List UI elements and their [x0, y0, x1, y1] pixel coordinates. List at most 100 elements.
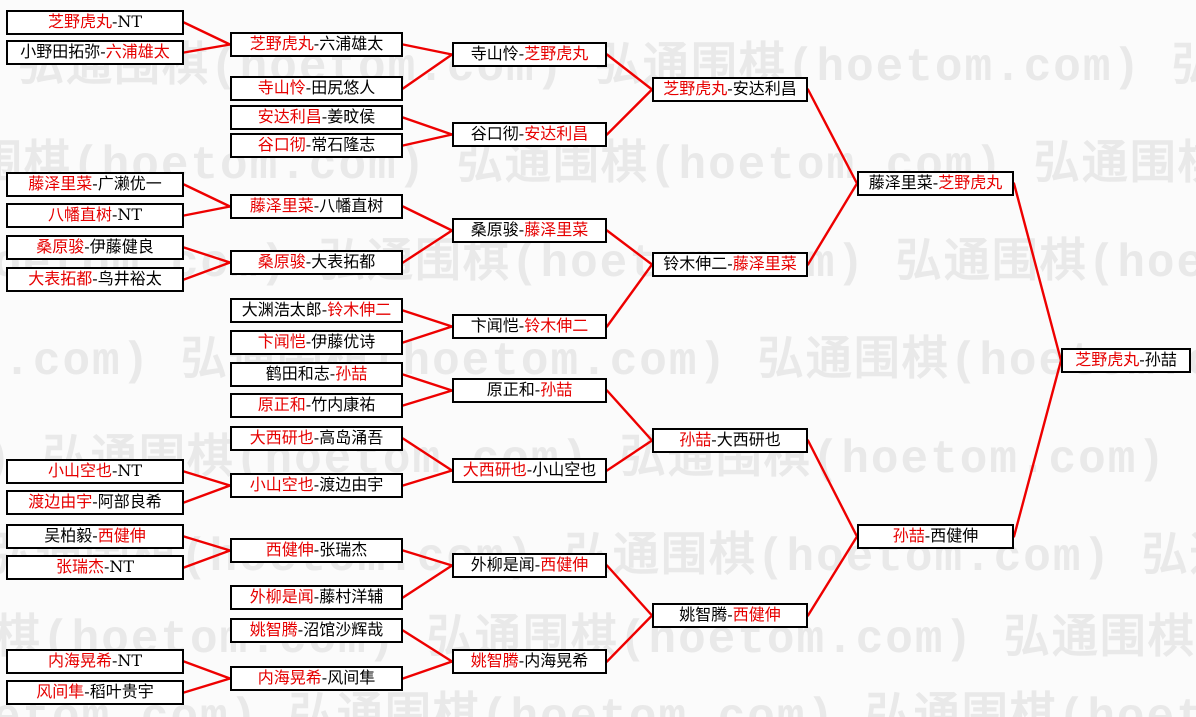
player-name: 阿部良希 — [97, 492, 162, 511]
connector-line — [182, 246, 232, 264]
player-name: 谷口彻 — [257, 135, 306, 154]
player-name: 寺山怜 — [470, 44, 519, 63]
connector-line — [401, 205, 454, 232]
watermark-text: 弘通围棋(hoetom.com) 弘通围棋(hoetom.com) 弘通围棋(h… — [0, 678, 1196, 717]
separator: - — [111, 12, 118, 31]
separator: - — [305, 332, 312, 351]
connector-line — [182, 183, 232, 208]
match-box: 卞闻恺-铃木伸二 — [452, 314, 607, 339]
player-name: 内海晃希 — [524, 651, 589, 670]
player-name: 风间隼 — [36, 682, 85, 701]
player-name: 小山空也 — [47, 461, 112, 480]
match-box: 小野田拓弥-六浦雄太 — [6, 40, 184, 65]
player-name: 铃木伸二 — [524, 316, 589, 335]
player-name: 孙喆 — [679, 430, 712, 449]
separator: - — [92, 526, 98, 545]
player-name: 寺山怜 — [257, 78, 306, 97]
match-box: 寺山怜-田尻悠人 — [230, 76, 403, 101]
player-name: 孙喆 — [540, 380, 573, 399]
connector-line — [401, 389, 454, 407]
player-name: NT — [117, 205, 143, 224]
match-box: 张瑞杰-NT — [6, 555, 184, 580]
player-name: 伊藤健良 — [89, 237, 154, 256]
match-box: 铃木伸二-藤泽里菜 — [652, 252, 808, 277]
separator: - — [92, 269, 98, 288]
player-name: 外柳是闻 — [249, 587, 314, 606]
connector-line — [806, 182, 859, 266]
player-name: 藤泽里菜 — [868, 173, 933, 192]
separator: - — [305, 252, 312, 271]
player-name: 藤村洋辅 — [319, 587, 384, 606]
connector-line — [1012, 359, 1063, 538]
match-box: 孙喆-西健伸 — [857, 524, 1014, 549]
connector-line — [605, 53, 654, 91]
separator: - — [518, 44, 525, 63]
separator: - — [518, 316, 525, 335]
separator: - — [313, 428, 320, 447]
connector-line — [401, 116, 454, 136]
player-name: 西健伸 — [265, 540, 314, 559]
match-box: 西健伸-张瑞杰 — [230, 538, 403, 563]
player-name: NT — [109, 557, 135, 576]
connector-line — [401, 133, 454, 147]
player-name: 藤泽里菜 — [524, 220, 589, 239]
player-name: 芝野虎丸 — [524, 44, 589, 63]
connector-line — [182, 549, 232, 569]
connector-line — [182, 43, 232, 54]
connector-line — [401, 53, 454, 90]
match-box: 大表拓都-鸟井裕太 — [6, 267, 184, 292]
player-name: 大渊浩太郎 — [241, 300, 322, 319]
match-box: 卞闻恺-伊藤优诗 — [230, 330, 403, 355]
match-box: 藤泽里菜-广濑优一 — [6, 172, 184, 197]
player-name: 原正和 — [257, 395, 306, 414]
player-name: 藤泽里菜 — [28, 174, 93, 193]
separator: - — [313, 540, 320, 559]
player-name: 竹内康祐 — [311, 395, 376, 414]
separator: - — [305, 78, 312, 97]
player-name: 藤泽里菜 — [732, 254, 797, 273]
player-name: 孙喆 — [1144, 350, 1177, 369]
player-name: 西健伸 — [930, 526, 979, 545]
player-name: 桑原骏 — [470, 220, 519, 239]
connector-line — [806, 439, 859, 538]
match-box: 寺山怜-芝野虎丸 — [452, 42, 607, 67]
match-box: 大西研也-高岛涌吾 — [230, 426, 403, 451]
connector-line — [182, 535, 232, 552]
player-name: NT — [117, 12, 143, 31]
match-box: 原正和-孙喆 — [452, 378, 607, 403]
player-name: 稻叶贵宇 — [89, 682, 154, 701]
separator: - — [313, 196, 320, 215]
player-name: 铃木伸二 — [663, 254, 728, 273]
match-box: 桑原骏-藤泽里菜 — [452, 218, 607, 243]
match-box: 藤泽里菜-芝野虎丸 — [857, 171, 1014, 196]
connector-line — [401, 43, 454, 56]
connector-line — [182, 484, 232, 504]
player-name: NT — [117, 651, 143, 670]
connector-line — [401, 373, 454, 392]
player-name: 孙喆 — [892, 526, 925, 545]
match-box: 孙喆-大西研也 — [652, 428, 808, 453]
match-box: 外柳是闻-藤村洋辅 — [230, 585, 403, 610]
player-name: 沼馆沙辉哉 — [303, 620, 384, 639]
separator: - — [534, 380, 541, 399]
connector-line — [182, 470, 232, 487]
separator: - — [518, 124, 525, 143]
connector-line — [182, 660, 232, 680]
separator: - — [103, 557, 110, 576]
player-name: 桑原骏 — [36, 237, 85, 256]
player-name: 西健伸 — [540, 555, 589, 574]
player-name: 西健伸 — [97, 526, 146, 545]
match-box: 桑原骏-大表拓都 — [230, 250, 403, 275]
player-name: 大西研也 — [716, 430, 781, 449]
separator: - — [1139, 350, 1145, 369]
player-name: 大西研也 — [462, 460, 527, 479]
connector-line — [806, 88, 859, 185]
connector-line — [401, 660, 454, 680]
player-name: 桑原骏 — [257, 252, 306, 271]
separator: - — [92, 492, 98, 511]
player-name: 铃木伸二 — [327, 300, 392, 319]
separator: - — [924, 526, 931, 545]
match-box: 谷口彻-常石隆志 — [230, 133, 403, 158]
match-box: 吴柏毅-西健伸 — [6, 524, 184, 549]
player-name: 孙喆 — [335, 364, 368, 383]
